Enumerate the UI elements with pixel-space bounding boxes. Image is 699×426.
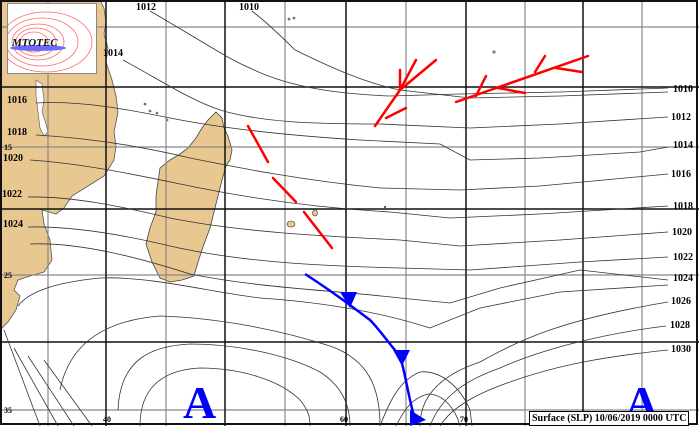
longitude-label: 60 <box>340 415 348 424</box>
isobar-label: 1024 <box>3 219 23 230</box>
isobar-label: 1020 <box>672 227 692 238</box>
map-caption: Surface (SLP) 10/06/2019 0000 UTC <box>529 411 690 426</box>
land-madagascar <box>145 111 233 283</box>
trough-lines-red <box>246 54 590 250</box>
land-africa <box>0 0 119 331</box>
isobar-label: 1020 <box>3 153 23 164</box>
mtotec-logo: MTOTEC <box>0 3 97 74</box>
small-islands <box>143 16 496 228</box>
isobar-label: 1022 <box>673 252 693 263</box>
isobar-label: 1018 <box>7 127 27 138</box>
isobar-label: 1012 <box>136 2 156 13</box>
latitude-label: 35 <box>4 406 12 415</box>
isobar-label: 1010 <box>673 84 693 95</box>
cold-front-blue <box>304 272 426 426</box>
isobar-labels: 1012 1010 1014 1016 1018 1020 1022 1024 … <box>2 2 693 355</box>
latitude-label: 15 <box>4 143 12 152</box>
isobar-label: 1022 <box>2 189 22 200</box>
isobar-label: 1018 <box>673 201 693 212</box>
longitude-label: 40 <box>103 415 111 424</box>
isobar-label: 1030 <box>671 344 691 355</box>
latitude-label: 25 <box>4 271 12 280</box>
logo-rings-icon: MTOTEC <box>0 11 93 73</box>
isobar-label: 1026 <box>671 296 691 307</box>
coordinate-labels: 15 25 35 40 60 70 <box>4 143 468 424</box>
isobars <box>3 10 669 426</box>
isobar-label: 1014 <box>673 140 693 151</box>
isobar-label: 1014 <box>103 48 123 59</box>
isobar-label: 1024 <box>673 273 693 284</box>
high-pressure-center-west: A <box>183 377 216 426</box>
isobar-label: 1010 <box>239 2 259 13</box>
svg-text:MTOTEC: MTOTEC <box>11 37 58 49</box>
isobar-label: 1012 <box>671 112 691 123</box>
isobar-label: 1028 <box>670 320 690 331</box>
longitude-label: 70 <box>460 415 468 424</box>
isobar-label: 1016 <box>7 95 27 106</box>
isobar-label: 1016 <box>671 169 691 180</box>
